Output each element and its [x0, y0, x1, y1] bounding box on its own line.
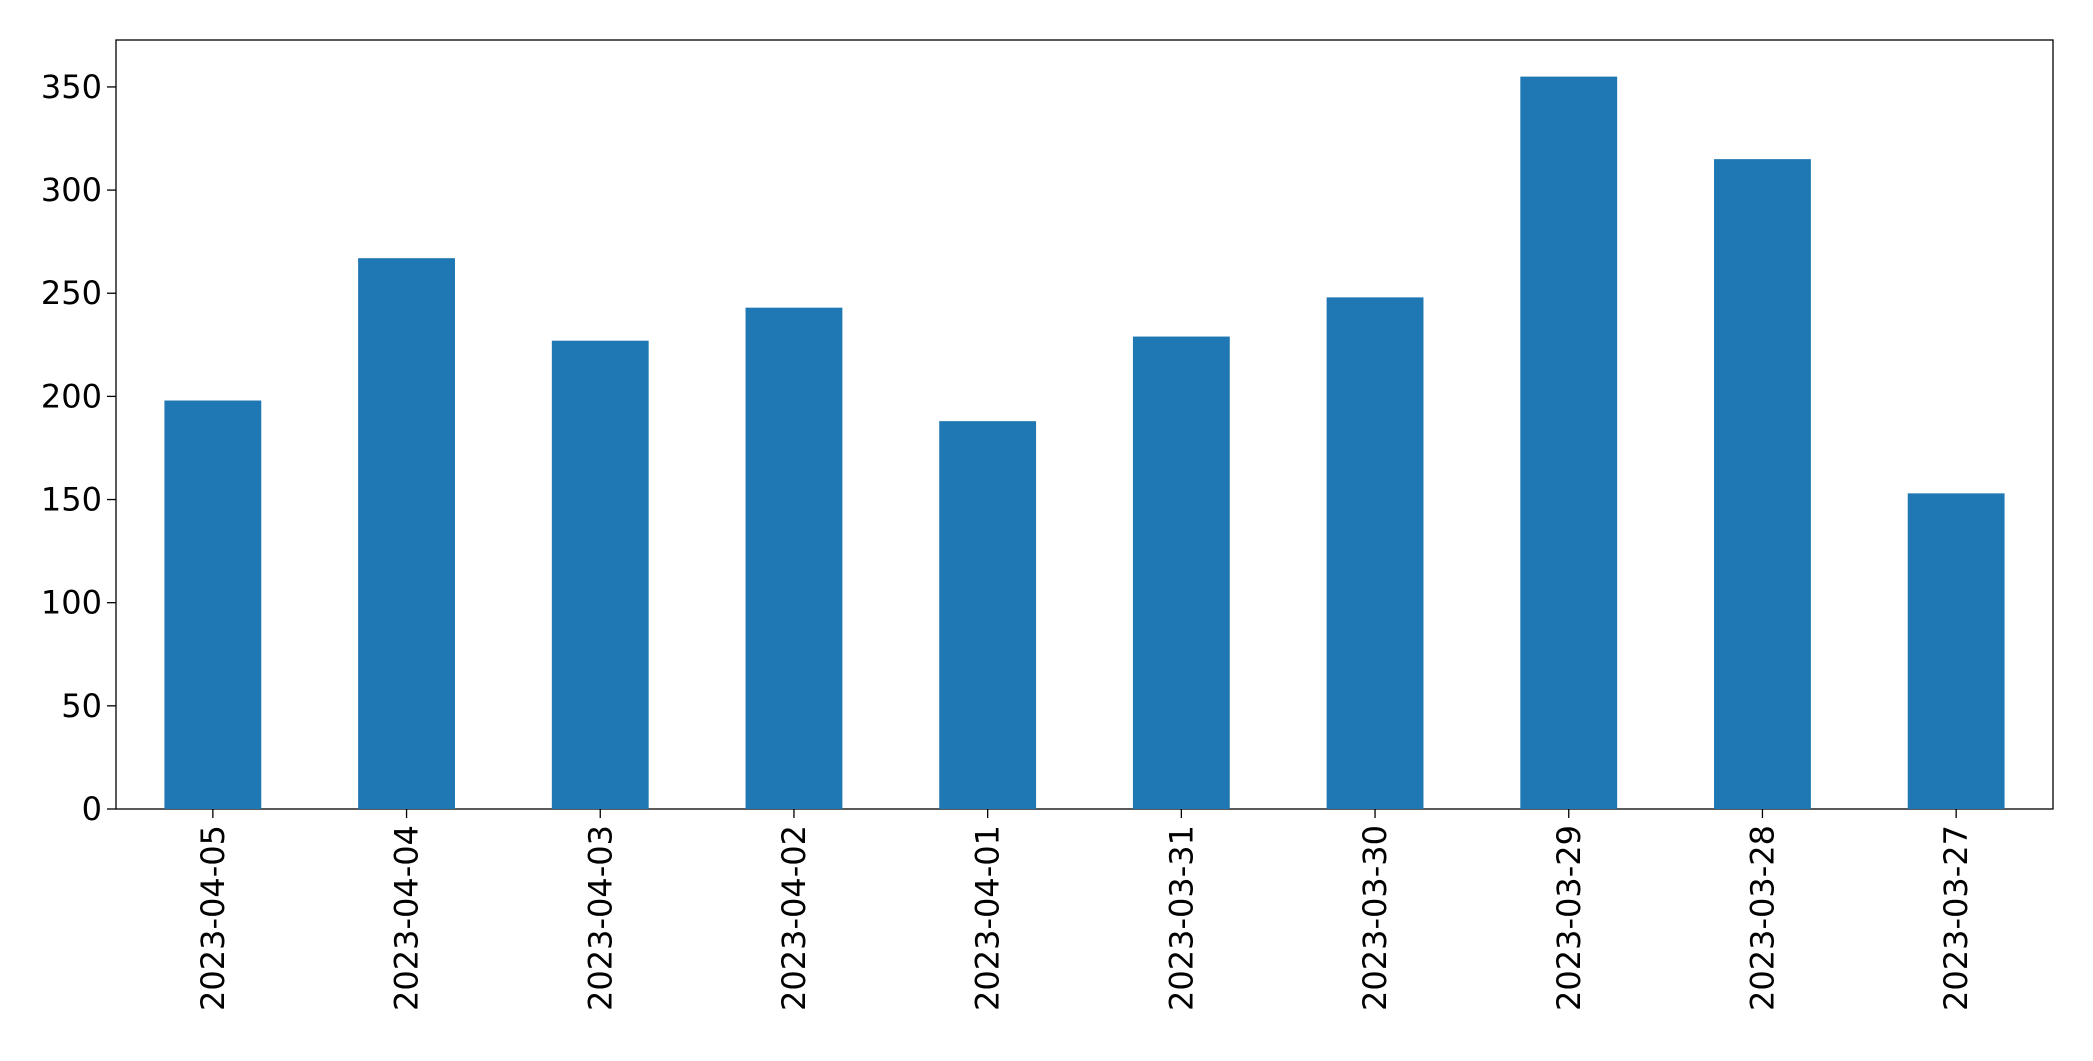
bar: [1132, 336, 1230, 809]
y-tick-label: 150: [41, 481, 102, 519]
bar: [745, 307, 843, 809]
x-tick-label: 2023-04-01: [969, 825, 1007, 1011]
x-tick-label: 2023-03-31: [1162, 825, 1200, 1011]
x-tick-label: 2023-03-29: [1550, 825, 1588, 1011]
bar: [1520, 76, 1618, 810]
y-tick-label: 250: [41, 274, 102, 312]
bar: [939, 421, 1037, 809]
x-tick-label: 2023-04-04: [388, 825, 426, 1011]
y-tick-label: 300: [41, 171, 102, 209]
y-tick-label: 50: [61, 687, 102, 725]
bar: [551, 340, 649, 809]
x-tick-label: 2023-04-05: [194, 825, 232, 1011]
bar: [1907, 493, 2005, 809]
x-tick-label: 2023-04-02: [775, 825, 813, 1011]
bar: [164, 400, 262, 809]
y-tick-label: 350: [41, 68, 102, 106]
x-tick-label: 2023-03-27: [1937, 825, 1975, 1011]
bar: [358, 258, 455, 809]
x-tick-label: 2023-04-03: [581, 825, 619, 1011]
y-tick-label: 200: [41, 377, 102, 415]
plot-frame: [115, 39, 2054, 810]
x-tick-label: 2023-03-28: [1743, 825, 1781, 1011]
bar: [1326, 297, 1424, 809]
bar: [1714, 159, 1811, 809]
x-tick-label: 2023-03-30: [1356, 825, 1394, 1011]
y-tick-label: 0: [82, 790, 102, 828]
y-tick-label: 100: [41, 584, 102, 622]
